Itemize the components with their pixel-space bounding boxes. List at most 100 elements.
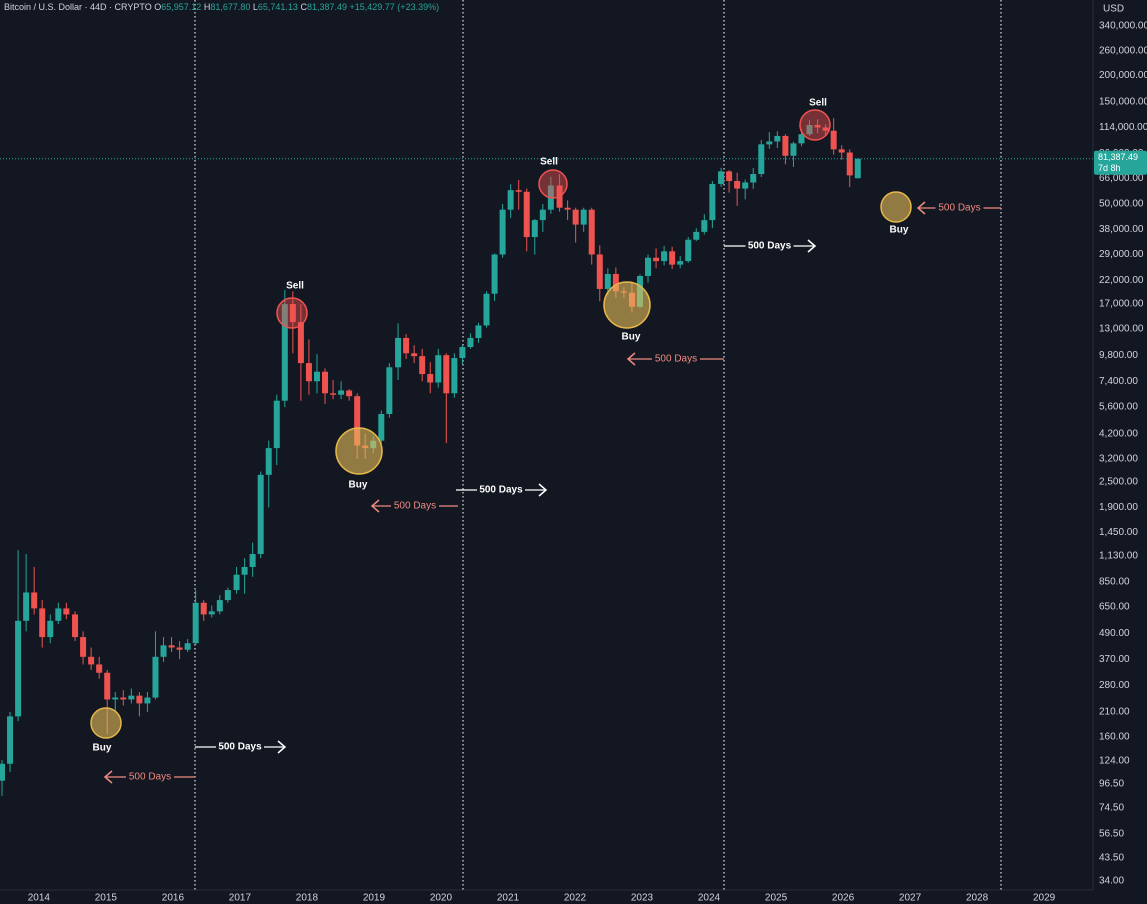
candle-body: [386, 367, 393, 414]
candle-body: [346, 390, 353, 397]
arrow-label: 500 Days: [479, 485, 523, 496]
y-tick-label: 7,400.00: [1099, 376, 1138, 387]
candle-body: [7, 716, 14, 764]
y-tick-label: 114,000.00: [1099, 122, 1147, 133]
candle-body: [216, 600, 223, 612]
x-tick-label: 2025: [765, 893, 788, 904]
candle-body: [750, 174, 757, 183]
arrow-label: 500 Days: [218, 742, 262, 753]
candle-body: [112, 697, 119, 700]
candle-body: [354, 396, 361, 446]
candle-body: [523, 191, 530, 238]
candle-body: [435, 355, 442, 383]
day-arrow: 500 Days: [916, 201, 1001, 215]
arrow-label: 500 Days: [938, 203, 980, 214]
annotation-label: Sell: [540, 157, 558, 168]
x-tick-label: 2018: [296, 893, 319, 904]
candle-body: [120, 697, 127, 700]
candle-body: [63, 608, 70, 615]
candle-body: [758, 144, 765, 175]
candle-body: [395, 337, 402, 368]
annotation-circle: [880, 191, 912, 223]
candle-body: [443, 355, 450, 394]
arrow-label: 500 Days: [655, 354, 697, 365]
candle-body: [822, 127, 829, 131]
day-arrow: 500 Days: [103, 770, 195, 784]
ohlc: O65,957.12 H81,677.80 L65,741.13 C81,387…: [154, 2, 349, 12]
x-tick-label: 2023: [631, 893, 654, 904]
candle-body: [338, 390, 345, 395]
candle-body: [645, 257, 652, 276]
y-tick-label: 56.50: [1099, 828, 1124, 839]
y-tick-label: 160.00: [1099, 732, 1130, 743]
candle-body: [176, 647, 183, 650]
y-tick-label: 200,000.00: [1099, 70, 1147, 81]
header: Bitcoin / U.S. Dollar · 44D · CRYPTO O65…: [4, 2, 439, 12]
ohlc-key: H: [203, 2, 211, 12]
day-arrow: 500 Days: [626, 352, 724, 366]
candle-body: [160, 645, 167, 657]
candle-body: [669, 251, 676, 265]
y-tick-label: 50,000.00: [1099, 199, 1144, 210]
countdown: 7d 8h: [1098, 163, 1121, 173]
symbol: Bitcoin / U.S. Dollar · 44D · CRYPTO: [4, 2, 152, 12]
y-tick-label: 124.00: [1099, 755, 1130, 766]
annotation-label: Buy: [93, 743, 112, 754]
ohlc-value: 81,387.49: [306, 2, 347, 12]
candle-body: [241, 566, 248, 575]
candle-body: [313, 371, 320, 382]
candle-body: [88, 656, 95, 665]
annotation-label: Sell: [809, 98, 827, 109]
candle-body: [661, 251, 668, 262]
x-tick-label: 2019: [363, 893, 386, 904]
arrow-head: [916, 201, 926, 215]
candle-body: [588, 209, 595, 255]
candle-body: [814, 125, 821, 128]
y-tick-label: 340,000.00: [1099, 21, 1147, 32]
price-tag: [1094, 150, 1147, 175]
candle-body: [854, 158, 861, 179]
candle-body: [653, 257, 660, 262]
candle-body: [265, 448, 272, 475]
candle-body: [192, 602, 199, 644]
day-arrow: 500 Days: [456, 483, 548, 497]
annotation-circle: [90, 707, 122, 739]
candle-body: [572, 209, 579, 225]
candle-body: [411, 353, 418, 357]
x-tick-label: 2022: [564, 893, 587, 904]
annotation-circle: [276, 297, 308, 329]
arrow-head: [807, 239, 817, 253]
candle-body: [734, 181, 741, 189]
arrow-head: [538, 483, 548, 497]
candle-body: [846, 152, 853, 176]
candle-body: [701, 220, 708, 232]
x-tick-label: 2020: [430, 893, 453, 904]
x-tick-label: 2026: [832, 893, 855, 904]
y-tick-label: 1,130.00: [1099, 550, 1138, 561]
candle-body: [427, 374, 434, 383]
y-tick-label: 43.50: [1099, 853, 1124, 864]
x-tick-label: 2028: [966, 893, 989, 904]
candle-body: [580, 209, 587, 225]
day-arrow: 500 Days: [724, 239, 817, 253]
annotation-circle: [603, 281, 651, 329]
candle-body: [128, 695, 135, 700]
annotation-label: Sell: [286, 281, 304, 292]
y-tick-label: 490.00: [1099, 628, 1130, 639]
candle-body: [766, 141, 773, 145]
price-tag-label: 81,387.49: [1098, 152, 1138, 162]
annotation-label: Buy: [890, 225, 909, 236]
arrow-head: [370, 499, 380, 513]
y-tick-label: 2,500.00: [1099, 477, 1138, 488]
arrow-label: 500 Days: [748, 241, 792, 252]
y-tick-label: 3,200.00: [1099, 454, 1138, 465]
x-tick-label: 2021: [497, 893, 520, 904]
candle-body: [782, 135, 789, 156]
candle-body: [459, 347, 466, 359]
candle-body: [224, 590, 231, 601]
y-tick-label: 13,000.00: [1099, 324, 1144, 335]
candle-body: [31, 592, 38, 609]
y-tick-label: 5,600.00: [1099, 402, 1138, 413]
candle-body: [467, 337, 474, 348]
candle-body: [838, 149, 845, 153]
